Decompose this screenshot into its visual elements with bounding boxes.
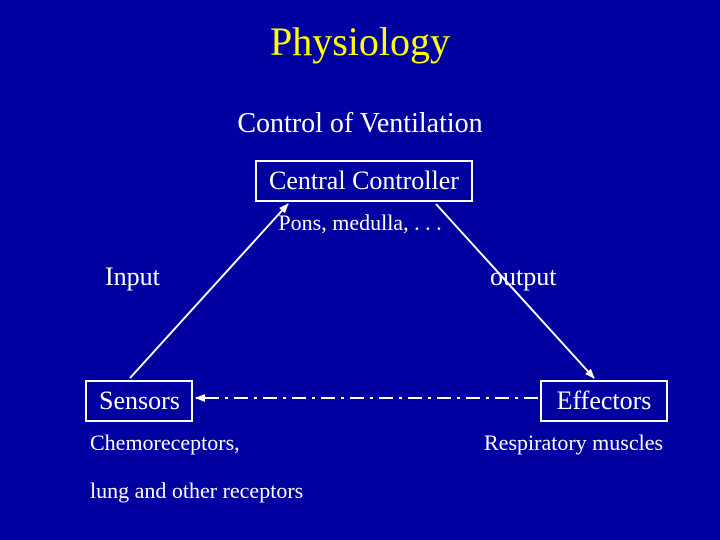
slide-canvas: Physiology Control of Ventilation Centra… bbox=[0, 0, 720, 540]
node-sensors-sublabel-2: lung and other receptors bbox=[90, 478, 303, 504]
slide-subtitle: Control of Ventilation bbox=[0, 108, 720, 140]
label-input: Input bbox=[105, 262, 160, 292]
node-central-controller: Central Controller bbox=[255, 160, 473, 202]
node-central-sublabel: Pons, medulla, . . . bbox=[0, 210, 720, 236]
node-sensors-sublabel-1: Chemoreceptors, bbox=[90, 430, 240, 456]
node-effectors-sublabel: Respiratory muscles bbox=[484, 430, 663, 456]
node-effectors: Effectors bbox=[540, 380, 668, 422]
slide-title: Physiology bbox=[0, 18, 720, 65]
label-output: output bbox=[490, 262, 556, 292]
node-sensors: Sensors bbox=[85, 380, 193, 422]
